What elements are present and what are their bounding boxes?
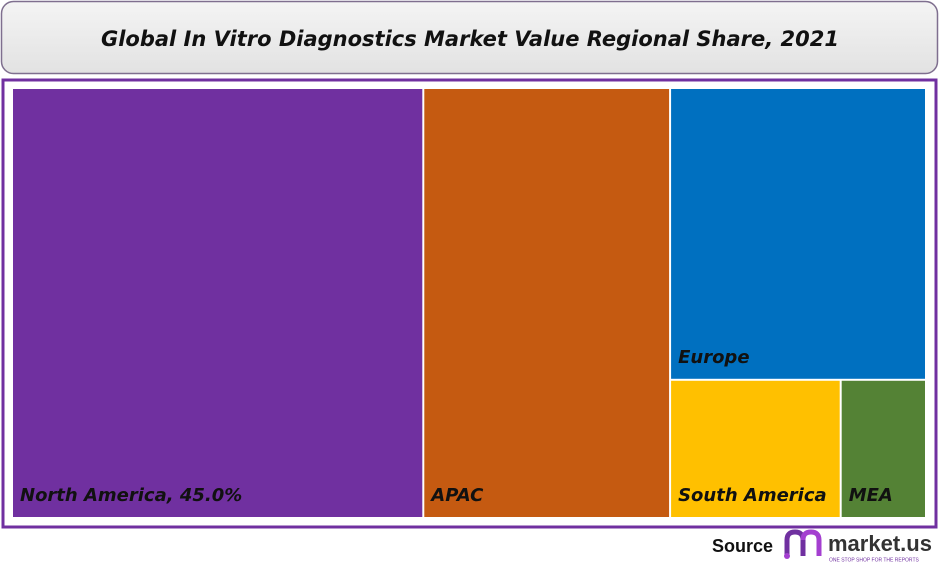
- category-name: Europe: [678, 347, 749, 368]
- brand-tagline: ONE STOP SHOP FOR THE REPORTS: [829, 557, 920, 563]
- tile-label: APAC: [429, 485, 484, 506]
- value-label: 45.0%: [179, 485, 242, 506]
- brand-name: market.us: [828, 531, 932, 556]
- tile: [424, 89, 670, 517]
- tile: [841, 380, 925, 517]
- logo-icon: [784, 529, 806, 556]
- logo-dot: [784, 553, 790, 559]
- category-name: South America: [678, 485, 827, 506]
- source-label: Source: [712, 536, 773, 556]
- chart-title: Global In Vitro Diagnostics Market Value…: [101, 27, 839, 51]
- tile: [13, 89, 423, 517]
- category-name: North America: [20, 485, 167, 506]
- brand-logo: [784, 529, 822, 559]
- title-box: [0, 0, 939, 75]
- logo-icon: [800, 529, 822, 556]
- tile-label: MEA: [849, 485, 893, 506]
- tiles: North America, 45.0% APAC Europe South Amer…: [13, 89, 925, 517]
- tile-label: North America, 45.0%: [20, 485, 242, 506]
- category-name: MEA: [849, 485, 893, 506]
- tile-label: Europe: [678, 347, 749, 368]
- tile: [671, 89, 925, 379]
- tile: [671, 380, 840, 517]
- tile-label: South America: [678, 485, 827, 506]
- separator: ,: [166, 485, 180, 506]
- category-name: APAC: [429, 485, 484, 506]
